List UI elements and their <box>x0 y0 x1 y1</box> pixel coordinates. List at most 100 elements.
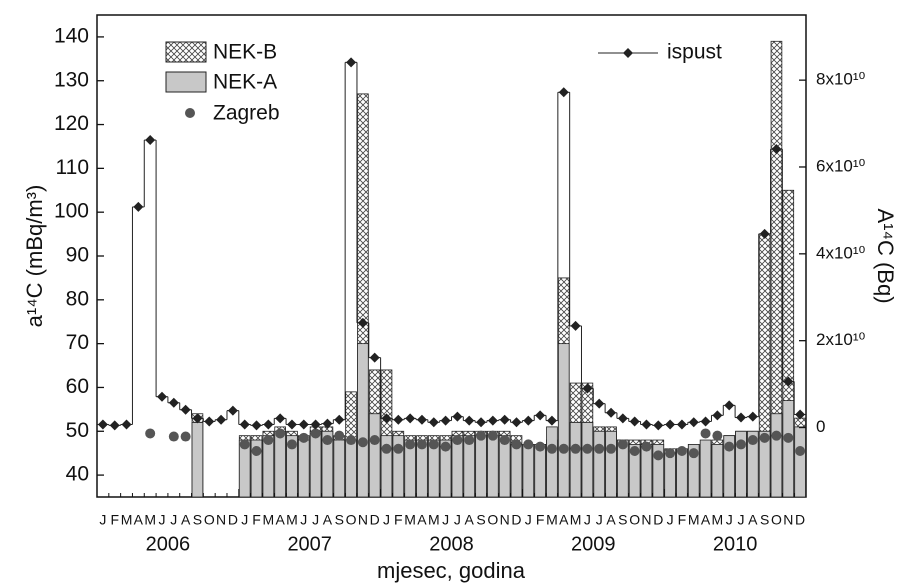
x-tick-label: N <box>216 512 226 528</box>
bar <box>687 444 700 497</box>
zagreb-point <box>298 432 309 443</box>
zagreb-point <box>416 439 427 450</box>
bar <box>758 430 771 497</box>
x-tick-label: M <box>263 512 275 528</box>
ispust-point <box>168 397 179 408</box>
y-tick-label: 90 <box>66 244 89 267</box>
bar <box>510 444 523 497</box>
x-tick-label: A <box>181 512 191 528</box>
zagreb-point <box>239 439 250 450</box>
bar <box>640 444 653 497</box>
x-tick-label: A <box>417 512 427 528</box>
zagreb-point <box>700 428 711 439</box>
x-tick-label: J <box>525 512 532 528</box>
ispust-point <box>369 352 380 363</box>
zagreb-point <box>594 443 605 454</box>
ispust-point <box>322 418 333 429</box>
ispust-point <box>499 414 510 425</box>
ispust-point <box>759 228 770 239</box>
x-tick-label: M <box>286 512 298 528</box>
y-tick-label: 80 <box>66 287 89 310</box>
year-label: 2010 <box>713 533 758 555</box>
ispust-point <box>523 415 534 426</box>
bar <box>652 444 665 497</box>
year-label: 2006 <box>146 533 191 555</box>
zagreb-point <box>251 445 262 456</box>
x-tick-label: J <box>442 512 449 528</box>
x-tick-label: A <box>606 512 616 528</box>
ispust-point <box>570 320 581 331</box>
ispust-point <box>109 420 120 431</box>
y2-axis-title: A¹⁴C (Bq) <box>873 208 898 303</box>
ispust-point <box>641 419 652 430</box>
ispust-point <box>121 419 132 430</box>
x-tick-label: O <box>771 512 782 528</box>
zagreb-point <box>653 450 664 461</box>
y-tick-label: 60 <box>66 375 89 398</box>
y2-tick-label: 8x10¹⁰ <box>816 70 866 89</box>
x-tick-label: A <box>323 512 333 528</box>
x-tick-label: N <box>641 512 651 528</box>
x-tick-label: O <box>487 512 498 528</box>
x-tick-label: F <box>110 512 119 528</box>
x-tick-label: J <box>584 512 591 528</box>
ispust-point <box>263 419 274 430</box>
zagreb-point <box>641 441 652 452</box>
bar <box>286 435 298 497</box>
ispust-point <box>582 383 593 394</box>
zagreb-point <box>452 435 463 446</box>
y-tick-label: 130 <box>54 68 89 91</box>
y-tick-label: 100 <box>54 200 89 223</box>
zagreb-point <box>263 435 274 446</box>
legend-label: Zagreb <box>213 102 280 125</box>
x-tick-label: M <box>712 512 724 528</box>
y-tick-label: 120 <box>54 112 89 135</box>
bar <box>475 435 487 497</box>
legend-label: ispust <box>667 41 722 64</box>
ispust-point <box>795 409 806 420</box>
zagreb-point <box>759 432 770 443</box>
bar <box>250 439 263 497</box>
bar <box>321 430 334 497</box>
bar <box>333 439 346 497</box>
ispust-point <box>357 317 368 328</box>
ispust-point <box>440 415 451 426</box>
bar <box>770 413 783 497</box>
bar <box>782 400 795 497</box>
zagreb-point <box>476 430 487 441</box>
ispust-point <box>156 391 167 402</box>
bar <box>699 439 712 497</box>
zagreb-point <box>523 439 534 450</box>
zagreb-point <box>535 441 546 452</box>
bar <box>593 430 606 497</box>
x-tick-label: D <box>511 512 521 528</box>
bar <box>380 435 393 497</box>
zagreb-point <box>665 448 676 459</box>
x-tick-label: J <box>99 512 106 528</box>
ispust-point <box>452 411 463 422</box>
ispust-point <box>192 413 203 424</box>
bar <box>274 430 286 497</box>
x-tick-label: D <box>370 512 380 528</box>
ispust-point <box>227 405 238 416</box>
x-tick-label: O <box>346 512 357 528</box>
x-tick-label: S <box>193 512 202 528</box>
legend-label: NEK-B <box>213 41 277 64</box>
zagreb-point <box>275 428 286 439</box>
ispust-point <box>688 417 699 428</box>
year-label: 2008 <box>429 533 474 555</box>
ispust-point <box>546 415 557 426</box>
zagreb-point <box>346 435 357 446</box>
ispust-point <box>381 413 392 424</box>
bar <box>357 343 369 497</box>
ispust-point <box>558 87 569 98</box>
ispust-point <box>310 419 321 430</box>
x-tick-label: J <box>383 512 390 528</box>
ispust-point <box>747 411 758 422</box>
x-tick-label: A <box>701 512 711 528</box>
bar <box>191 422 204 497</box>
y2-tick-label: 2x10¹⁰ <box>816 330 866 349</box>
zagreb-point <box>310 428 321 439</box>
x-tick-label: M <box>144 512 156 528</box>
x-tick-label: S <box>618 512 627 528</box>
